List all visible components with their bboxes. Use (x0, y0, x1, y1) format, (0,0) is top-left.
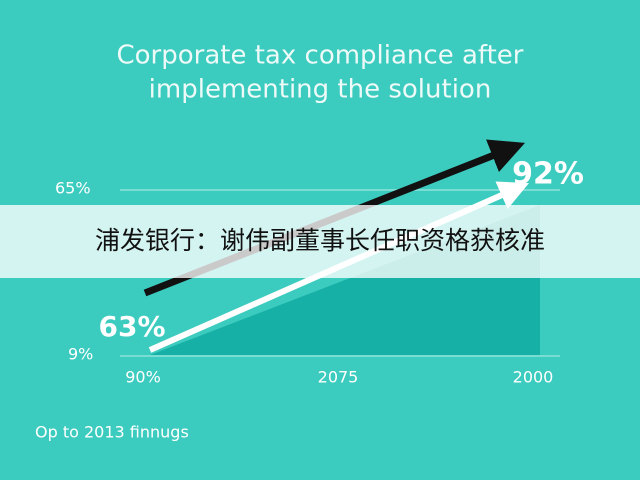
axis-label: 9% (68, 345, 93, 364)
footnote: Op to 2013 finnugs (35, 423, 189, 442)
banner-text: 浦发银行：谢伟副董事长任职资格获核准 (95, 226, 545, 255)
banner-bg (0, 205, 640, 278)
x-label: 2000 (513, 368, 554, 387)
title-line: implementing the solution (149, 75, 492, 105)
axis-label: 65% (55, 179, 91, 198)
x-label: 90% (125, 368, 161, 387)
callout: 92% (512, 157, 584, 192)
x-label: 2075 (318, 368, 359, 387)
callout: 63% (98, 310, 165, 343)
title-line: Corporate tax compliance after (117, 41, 524, 71)
